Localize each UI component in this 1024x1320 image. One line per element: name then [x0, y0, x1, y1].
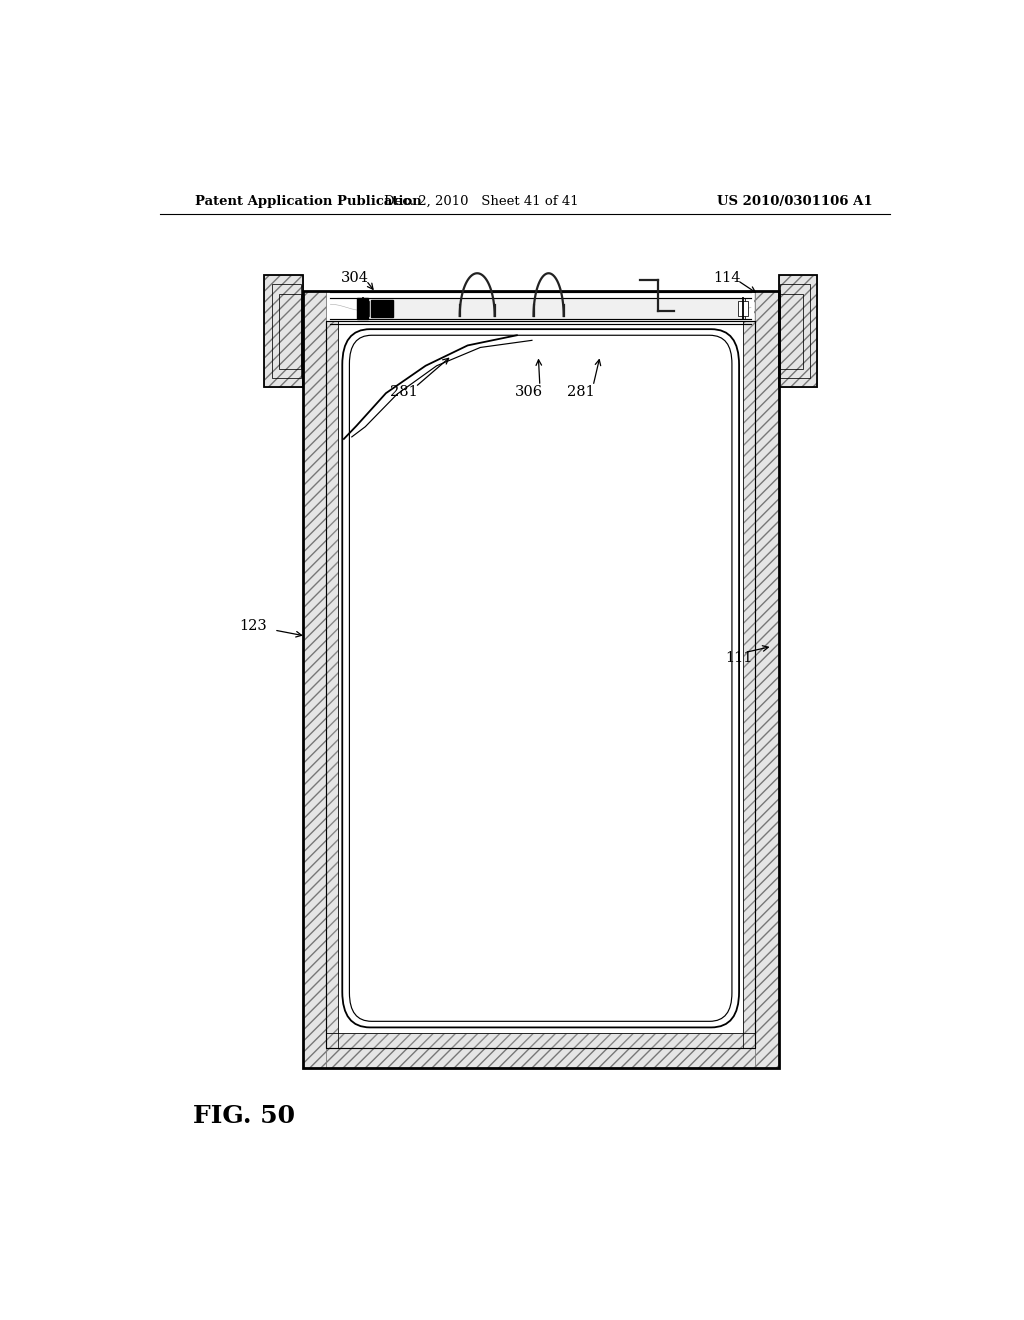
Text: 123: 123 [240, 619, 267, 634]
Bar [780, 284, 810, 378]
Text: Dec. 2, 2010   Sheet 41 of 41: Dec. 2, 2010 Sheet 41 of 41 [384, 194, 579, 207]
FancyBboxPatch shape [342, 329, 739, 1027]
Bar [327, 321, 338, 1048]
Bar [738, 301, 748, 315]
Text: 111: 111 [725, 652, 753, 665]
Bar [303, 290, 778, 1068]
Bar [327, 1048, 755, 1068]
Bar [303, 290, 327, 1068]
Bar [356, 301, 370, 315]
Bar [264, 276, 303, 387]
Text: 281: 281 [390, 385, 418, 399]
Text: 306: 306 [514, 385, 543, 399]
FancyBboxPatch shape [349, 335, 732, 1022]
Text: 304: 304 [341, 272, 369, 285]
Bar [327, 290, 755, 321]
Bar [271, 284, 301, 378]
Bar [327, 1032, 755, 1048]
Bar [357, 298, 369, 318]
Bar [327, 321, 755, 1048]
Text: Patent Application Publication: Patent Application Publication [196, 194, 422, 207]
Text: FIG. 50: FIG. 50 [194, 1104, 295, 1127]
Bar [327, 1032, 755, 1048]
Bar [743, 321, 755, 1048]
Bar [755, 290, 778, 1068]
Text: 281: 281 [567, 385, 595, 399]
Bar [328, 292, 754, 321]
Text: 114: 114 [714, 272, 741, 285]
Bar [327, 321, 338, 1048]
Bar [264, 276, 303, 387]
Bar [365, 298, 745, 318]
Bar [778, 276, 817, 387]
Bar [279, 293, 301, 368]
Bar [780, 293, 803, 368]
Text: US 2010/0301106 A1: US 2010/0301106 A1 [717, 194, 872, 207]
Bar [371, 301, 393, 317]
Bar [743, 321, 755, 1048]
Bar [778, 276, 817, 387]
